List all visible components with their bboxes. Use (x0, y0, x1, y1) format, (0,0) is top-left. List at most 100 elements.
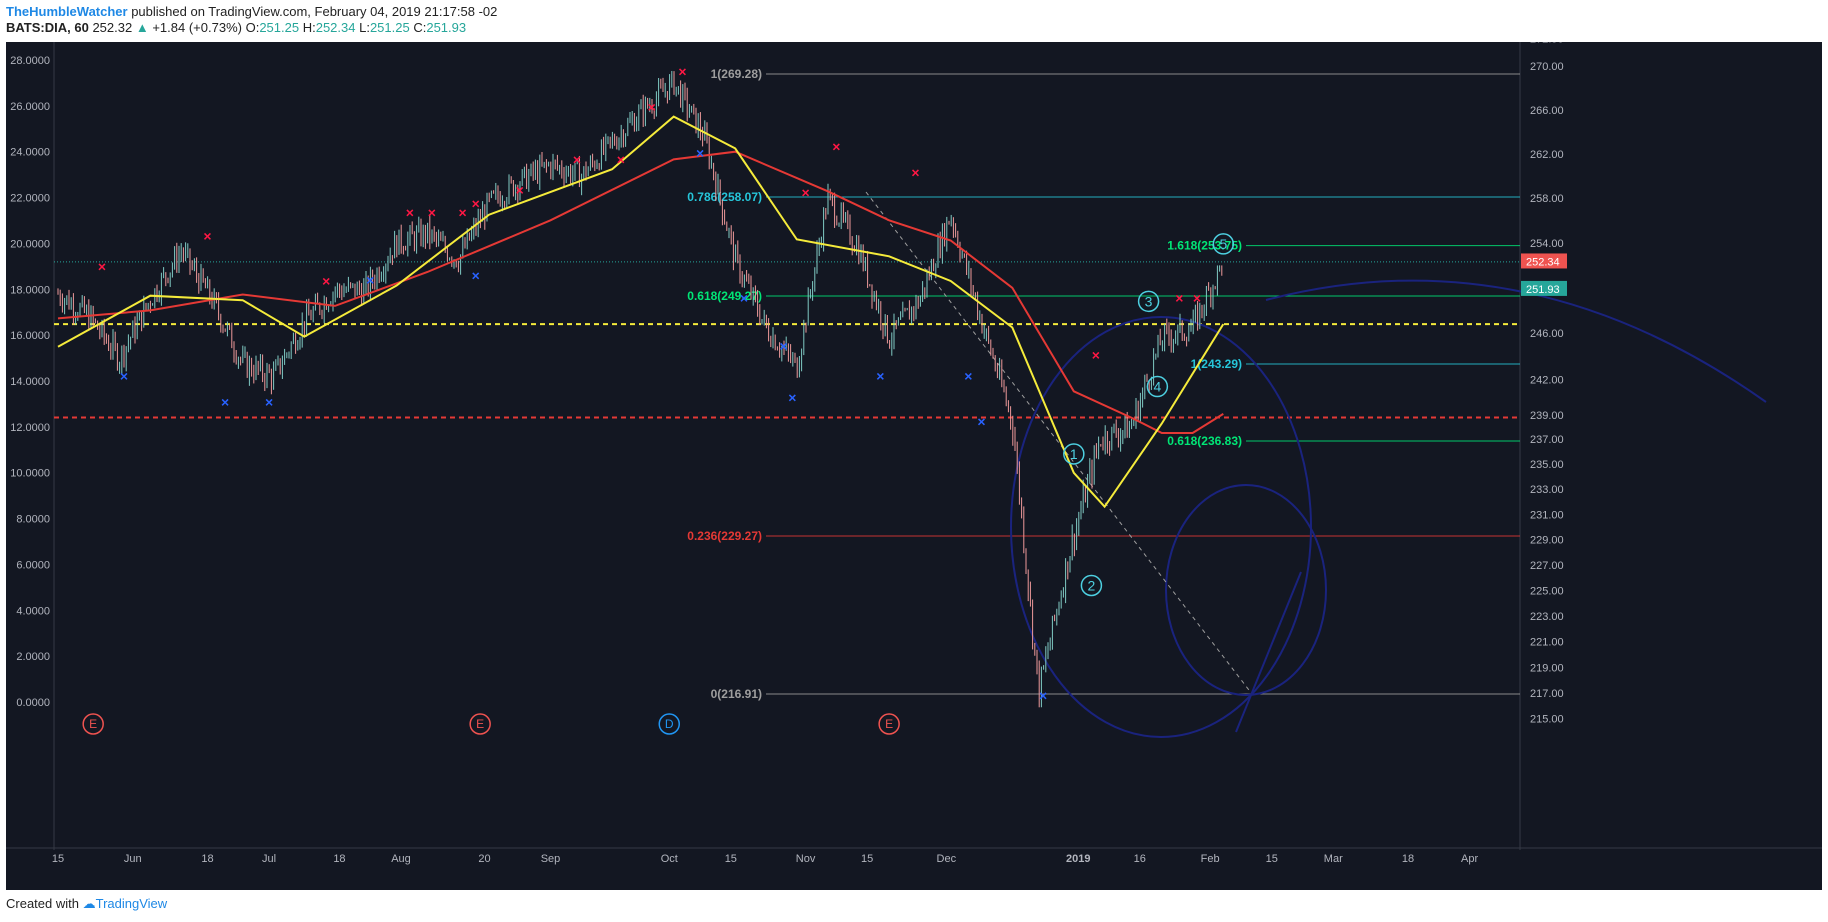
wave-circle (1212, 233, 1235, 255)
sell-signal-icon: × (1092, 347, 1100, 363)
buy-signal-icon: × (1039, 688, 1047, 704)
right-tick-label: 262.00 (1530, 149, 1564, 161)
wave-circle (1146, 375, 1169, 398)
sell-signal-icon: × (406, 205, 414, 221)
x-tick-label: 15 (52, 853, 64, 865)
sell-signal-icon: × (617, 151, 625, 167)
left-tick-label: 12.0000 (10, 422, 50, 434)
right-tick-label: 217.00 (1530, 688, 1564, 700)
sell-signal-icon: × (832, 138, 840, 154)
left-tick-label: 0.0000 (16, 697, 50, 709)
event-letter: E (89, 717, 97, 731)
sell-signal-icon: × (648, 99, 656, 115)
symbol-label[interactable]: BATS:DIA, 60 (6, 20, 89, 35)
close-value: 251.93 (426, 20, 467, 35)
right-tick-label: 233.00 (1530, 484, 1564, 496)
sell-signal-icon: × (516, 182, 524, 198)
x-tick-label: 20 (478, 853, 490, 865)
buy-signal-icon: × (977, 413, 985, 429)
high-price-badge-text: 252.34 (1526, 256, 1560, 268)
fan-line (1235, 571, 1302, 733)
x-tick-label: Jul (262, 853, 276, 865)
x-tick-label: 18 (333, 853, 345, 865)
wave-number: 3 (1145, 293, 1153, 309)
left-tick-label: 10.0000 (10, 468, 50, 480)
fib-arc (1265, 279, 1767, 403)
event-marker: E (878, 713, 900, 735)
tradingview-link[interactable]: TradingView (95, 896, 168, 911)
buy-signal-icon: × (120, 368, 128, 384)
published-text: published on TradingView.com, February 0… (127, 4, 498, 19)
created-with-text: Created with (6, 896, 79, 911)
chart-panel[interactable]: 28.0000 26.0000 24.0000 22.0000 20.0000 18.00… (6, 34, 1822, 890)
wave-number: 5 (1219, 236, 1227, 252)
event-marker: E (469, 713, 491, 735)
author-link[interactable]: TheHumbleWatcher (6, 4, 128, 19)
ohlc-line: BATS:DIA, 60 252.32 ▲ +1.84 (+0.73%) O:2… (6, 20, 497, 36)
event-letter: D (665, 717, 674, 731)
price-chart[interactable]: 28.000026.000024.000022.000020.000018.00… (6, 34, 1822, 890)
right-tick-label: 239.00 (1530, 410, 1564, 422)
event-circle (82, 713, 104, 735)
right-tick-label: 254.00 (1530, 238, 1564, 250)
publish-line: TheHumbleWatcher published on TradingVie… (6, 4, 497, 20)
left-tick-label: 22.0000 (10, 193, 50, 205)
slow-moving-average (57, 150, 1224, 434)
right-tick-label: 223.00 (1530, 611, 1564, 623)
sell-signal-icon: × (428, 205, 436, 221)
right-tick-label: 235.00 (1530, 459, 1564, 471)
right-tick-label: 215.00 (1530, 713, 1564, 725)
buy-signal-icon: × (740, 290, 748, 306)
left-tick-label: 20.0000 (10, 238, 50, 250)
left-tick-label: 6.0000 (16, 559, 50, 571)
high-price-badge (1521, 253, 1567, 269)
wave-label-1: 1 (1063, 443, 1085, 465)
right-tick-label: 229.00 (1530, 534, 1564, 546)
buy-signal-icon: × (265, 394, 273, 410)
x-tick-label: 18 (201, 853, 213, 865)
fib-circle-small (1165, 484, 1327, 696)
fib-label: 1(243.29) (1191, 357, 1242, 371)
x-tick-label: 2019 (1066, 853, 1090, 865)
left-tick-label: 26.0000 (10, 101, 50, 113)
buy-signal-icon: × (366, 272, 374, 288)
buy-signal-icon: × (779, 338, 787, 354)
sell-signal-icon: × (911, 165, 919, 181)
sell-signal-icon: × (678, 64, 686, 80)
wave-label-2: 2 (1080, 574, 1103, 597)
fib-label: 0(216.91) (711, 687, 762, 701)
right-tick-label: 219.00 (1530, 662, 1564, 674)
sell-signal-icon: × (801, 184, 809, 200)
x-tick-label: Aug (391, 853, 411, 865)
close-price-badge-text: 251.93 (1526, 284, 1560, 296)
fast-moving-average (57, 115, 1225, 509)
wave-circle (1063, 443, 1085, 465)
last-price: 252.32 (92, 20, 133, 35)
low-label: L: (359, 20, 370, 35)
fib-label: 0.618(249.27) (687, 289, 762, 303)
change-value: +1.84 (+0.73%) (152, 20, 242, 35)
x-tick-label: 15 (861, 853, 873, 865)
fib-label: 0.236(229.27) (687, 529, 762, 543)
sell-signal-icon: × (322, 273, 330, 289)
x-tick-label: 18 (1402, 853, 1414, 865)
x-tick-label: 15 (725, 853, 737, 865)
wave-label-3: 3 (1137, 290, 1160, 313)
x-tick-label: Nov (796, 853, 816, 865)
x-tick-label: Sep (541, 853, 561, 865)
right-tick-label: 225.00 (1530, 586, 1564, 598)
event-letter: E (885, 717, 893, 731)
wave-circle (1137, 290, 1160, 313)
x-tick-label: Apr (1461, 853, 1478, 865)
footer: Created with ☁TradingView (6, 896, 167, 912)
fib-label: 0.618(236.83) (1167, 434, 1242, 448)
wave-circle (1080, 574, 1103, 597)
sell-signal-icon: × (458, 205, 466, 221)
left-tick-label: 28.0000 (10, 55, 50, 67)
up-arrow-icon: ▲ (135, 20, 149, 35)
sell-signal-icon: × (472, 196, 480, 212)
low-value: 251.25 (369, 20, 410, 35)
sell-signal-icon: × (203, 228, 211, 244)
fib-label: 0.786(258.07) (687, 190, 762, 204)
event-circle (878, 713, 900, 735)
